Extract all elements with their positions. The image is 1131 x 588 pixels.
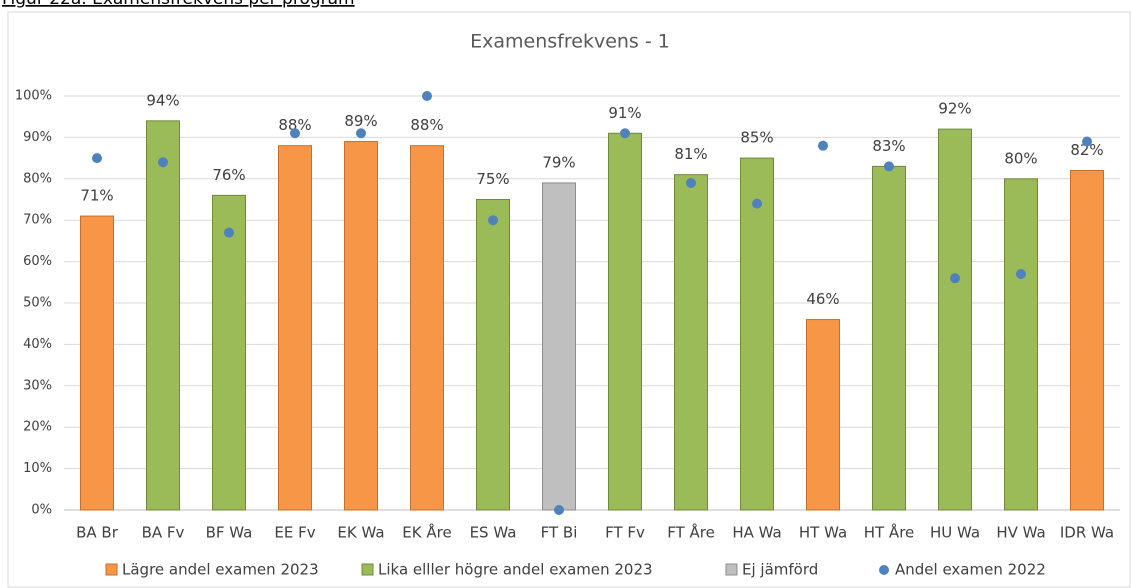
- dot: [554, 505, 564, 515]
- data-label: 88%: [278, 116, 311, 134]
- dot: [686, 177, 696, 188]
- y-tick-label: 60%: [23, 254, 52, 269]
- y-tick-label: 40%: [23, 337, 52, 352]
- x-tick-label: BF Wa: [206, 524, 253, 542]
- data-label: 79%: [542, 153, 575, 171]
- data-label: 71%: [80, 187, 113, 205]
- data-label: 83%: [872, 137, 905, 155]
- bar: [674, 174, 708, 511]
- bar: [542, 182, 576, 511]
- x-tick-label: HT Wa: [799, 524, 847, 542]
- dot: [290, 128, 300, 139]
- x-tick-label: EK Wa: [337, 524, 384, 542]
- data-label: 81%: [674, 145, 707, 163]
- data-label: 76%: [212, 166, 245, 184]
- x-tick-label: HV Wa: [996, 524, 1045, 542]
- legend-label: Lägre andel examen 2023: [122, 561, 319, 579]
- legend-marker: [361, 563, 374, 576]
- data-label: 75%: [476, 170, 509, 188]
- dot: [158, 157, 168, 168]
- dot: [620, 128, 630, 139]
- bar: [872, 165, 906, 511]
- dot: [950, 273, 960, 284]
- y-tick-label: 20%: [23, 420, 52, 435]
- dot: [818, 140, 828, 151]
- x-tick-label: EE Fv: [274, 524, 315, 542]
- x-tick-label: FT Bi: [541, 524, 578, 542]
- data-label: 85%: [740, 129, 773, 147]
- x-tick-label: FT Åre: [667, 523, 715, 542]
- data-label: 88%: [410, 116, 443, 134]
- data-label: 92%: [938, 100, 971, 118]
- dot: [1016, 269, 1026, 280]
- bar: [938, 128, 972, 511]
- bar: [806, 319, 840, 511]
- x-tick-label: EK Åre: [402, 523, 451, 542]
- data-label: 82%: [1070, 141, 1103, 159]
- chart-title: Examensfrekvens - 1: [470, 31, 670, 53]
- y-tick-label: 100%: [15, 89, 52, 104]
- data-label: 89%: [344, 112, 377, 130]
- bar: [740, 157, 774, 511]
- bar: [608, 132, 642, 511]
- bar: [344, 141, 378, 511]
- data-label: 80%: [1004, 149, 1037, 167]
- x-tick-label: HT Åre: [864, 523, 915, 542]
- dot: [752, 198, 762, 209]
- legend-marker: [105, 563, 118, 576]
- dot: [356, 128, 366, 139]
- data-label: 91%: [608, 104, 641, 122]
- y-tick-label: 10%: [23, 461, 52, 476]
- data-label: 94%: [146, 91, 179, 109]
- y-tick-label: 50%: [23, 296, 52, 311]
- x-tick-label: BA Br: [76, 524, 119, 542]
- bar: [212, 194, 246, 511]
- y-tick-label: 0%: [31, 503, 52, 518]
- legend-label: Ej jämförd: [742, 561, 818, 579]
- legend-marker: [725, 563, 738, 576]
- bar: [146, 120, 180, 511]
- legend-label: Lika elller högre andel examen 2023: [378, 561, 653, 579]
- data-label: 46%: [806, 290, 839, 308]
- x-tick-label: IDR Wa: [1060, 524, 1114, 542]
- x-tick-label: HU Wa: [930, 524, 980, 542]
- bar: [278, 145, 312, 511]
- dot: [224, 227, 234, 238]
- bar: [410, 145, 444, 511]
- legend-marker: [879, 565, 889, 575]
- y-tick-label: 80%: [23, 171, 52, 186]
- y-tick-label: 70%: [23, 213, 52, 228]
- x-tick-label: HA Wa: [732, 524, 781, 542]
- y-tick-label: 30%: [23, 378, 52, 393]
- bar: [476, 199, 510, 511]
- dot: [92, 153, 102, 164]
- bar: [80, 215, 114, 511]
- bar: [1004, 178, 1038, 511]
- x-tick-label: ES Wa: [470, 524, 517, 542]
- x-tick-label: FT Fv: [605, 524, 645, 542]
- dot: [1082, 136, 1092, 147]
- bar: [1070, 170, 1104, 511]
- x-tick-label: BA Fv: [142, 524, 185, 542]
- dot: [488, 215, 498, 226]
- y-tick-label: 90%: [23, 130, 52, 145]
- dot: [422, 91, 432, 101]
- page-header: Figur 22a. Examensfrekvens per program: [2, 0, 355, 9]
- legend-label: Andel examen 2022: [895, 561, 1046, 579]
- dot: [884, 161, 894, 172]
